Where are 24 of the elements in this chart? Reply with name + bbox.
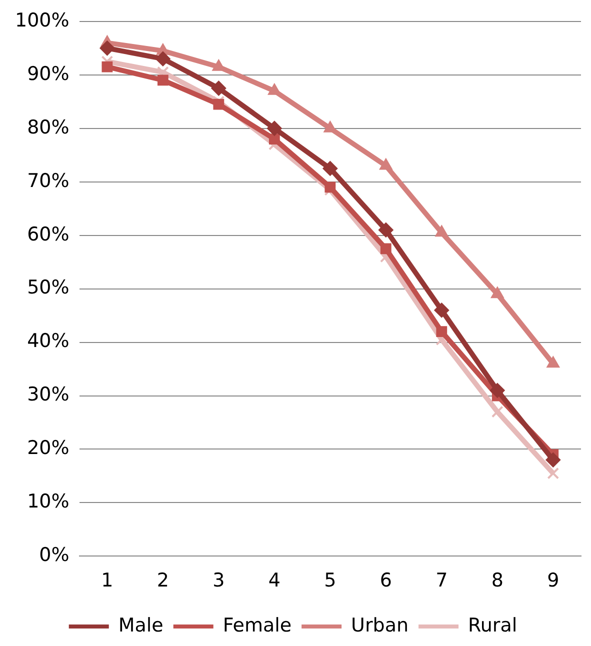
x-tick-label: 9 xyxy=(547,570,560,592)
x-tick-label: 1 xyxy=(101,570,114,592)
y-tick-label: 20% xyxy=(27,437,70,460)
y-tick-label: 50% xyxy=(27,276,70,299)
x-tick-label: 6 xyxy=(380,570,392,592)
y-tick-label: 30% xyxy=(27,384,70,406)
y-tick-label: 10% xyxy=(27,490,70,513)
x-tick-label: 4 xyxy=(268,570,280,592)
legend-label: Rural xyxy=(468,614,518,636)
legend-label: Male xyxy=(118,614,164,636)
y-tick-label: 80% xyxy=(27,116,70,138)
legend-label: Urban xyxy=(351,614,409,636)
y-tick-label: 90% xyxy=(27,62,70,85)
y-tick-label: 100% xyxy=(14,9,70,32)
y-tick-label: 0% xyxy=(39,544,70,566)
y-tick-label: 70% xyxy=(27,170,70,192)
legend-label: Female xyxy=(222,614,292,636)
y-tick-label: 40% xyxy=(27,330,70,352)
y-tick-label: 60% xyxy=(27,223,70,246)
x-tick-label: 2 xyxy=(156,570,169,592)
x-tick-label: 3 xyxy=(212,570,225,592)
x-tick-label: 8 xyxy=(491,570,504,592)
x-tick-label: 7 xyxy=(436,570,448,592)
x-tick-label: 5 xyxy=(324,570,336,592)
